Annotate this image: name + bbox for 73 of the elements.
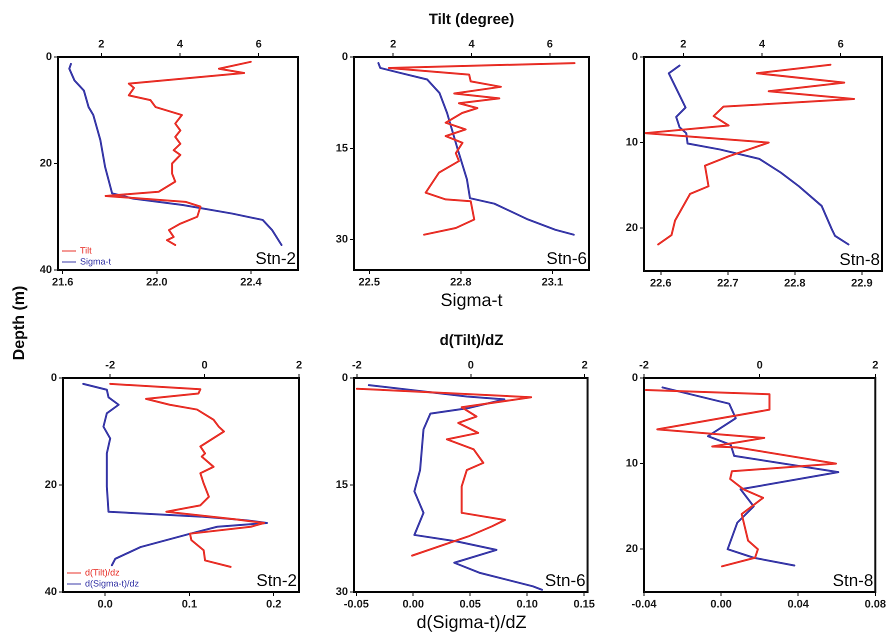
x2-tick-label: 0 <box>756 359 763 372</box>
y-tick-label: 20 <box>626 543 638 556</box>
legend-label: Tilt <box>80 245 92 256</box>
x-axis-title: Sigma-t <box>439 290 504 311</box>
y-tick-label: 30 <box>336 234 348 246</box>
x-tick-label: 0.00 <box>402 598 424 611</box>
x-tick-label: 0.0 <box>97 598 113 611</box>
y-tick-label: 30 <box>336 586 348 598</box>
x2-tick-label: 0 <box>468 359 474 372</box>
x2-tick-label: 6 <box>256 38 262 50</box>
y-tick-label: 0 <box>632 51 638 64</box>
x2-axis-title: Tilt (degree) <box>428 11 516 28</box>
annotation: Stn-8 <box>839 250 880 270</box>
y-axis-title: Depth (m) <box>11 284 29 362</box>
x2-tick-label: 2 <box>680 38 686 50</box>
x-tick-label: 0.04 <box>787 598 810 611</box>
y-tick-label: 0 <box>50 372 57 384</box>
x-tick-label: 22.0 <box>146 276 168 289</box>
annotation: Stn-8 <box>832 571 874 590</box>
annotation: Stn-2 <box>256 571 297 590</box>
x2-tick-label: 2 <box>390 38 396 50</box>
x2-tick-label: -2 <box>639 359 649 372</box>
y-tick-label: 20 <box>626 222 638 234</box>
x-tick-label: 0.1 <box>182 598 198 611</box>
x2-tick-label: 4 <box>758 38 766 50</box>
x2-tick-label: 2 <box>872 359 878 372</box>
x2-tick-label: 0 <box>202 359 208 372</box>
x2-tick-label: 2 <box>582 359 588 372</box>
x-tick-label: 22.7 <box>717 278 739 290</box>
x-axis-title: d(Sigma-t)/dZ <box>415 612 528 633</box>
y-tick-label: 10 <box>626 136 638 149</box>
x2-tick-label: -2 <box>352 359 362 372</box>
x2-tick-label: 2 <box>296 359 302 372</box>
x-tick-label: 22.4 <box>240 276 263 289</box>
x-tick-label: 22.9 <box>851 278 873 290</box>
x2-tick-label: 6 <box>838 38 844 50</box>
y-tick-label: 20 <box>40 158 52 170</box>
y-tick-label: 40 <box>44 586 57 598</box>
x-tick-label: 23.1 <box>542 276 564 289</box>
x-tick-label: 0.15 <box>573 598 595 611</box>
legend-label: d(Sigma-t)/dz <box>85 578 140 588</box>
y-tick-label: 15 <box>336 479 348 492</box>
x-tick-label: 21.6 <box>52 276 74 289</box>
x2-tick-label: -2 <box>105 359 116 372</box>
y-tick-label: 15 <box>336 142 348 154</box>
y-tick-label: 0 <box>342 372 348 384</box>
x-tick-label: 22.6 <box>650 278 672 290</box>
legend-label: Sigma-t <box>80 256 112 266</box>
x-tick-label: -0.04 <box>631 598 658 611</box>
x-tick-label: -0.05 <box>344 598 369 611</box>
x2-tick-label: 6 <box>546 38 553 50</box>
x-tick-label: 0.00 <box>710 598 732 611</box>
x-tick-label: 0.05 <box>460 598 481 611</box>
x2-axis-title: d(Tilt)/dZ <box>438 332 504 349</box>
y-tick-label: 40 <box>40 264 52 276</box>
y-tick-label: 20 <box>44 479 57 492</box>
x-tick-label: 0.2 <box>266 598 282 611</box>
y-tick-label: 10 <box>626 458 638 470</box>
x-tick-label: 22.5 <box>358 276 380 289</box>
x-tick-label: 22.8 <box>450 276 472 289</box>
y-tick-label: 0 <box>342 51 348 64</box>
annotation: Stn-6 <box>544 571 586 590</box>
x-tick-label: 0.08 <box>864 598 886 611</box>
y-tick-label: 0 <box>46 51 52 64</box>
x-tick-label: 22.8 <box>784 278 806 290</box>
legend-label: d(Tilt)/dz <box>85 567 120 578</box>
y-tick-label: 0 <box>632 372 638 384</box>
annotation: Stn-6 <box>546 249 587 268</box>
x2-tick-label: 2 <box>98 38 104 50</box>
x2-tick-label: 4 <box>176 38 184 50</box>
x-tick-label: 0.10 <box>516 598 538 611</box>
annotation: Stn-2 <box>255 249 296 268</box>
x2-tick-label: 4 <box>468 38 476 50</box>
